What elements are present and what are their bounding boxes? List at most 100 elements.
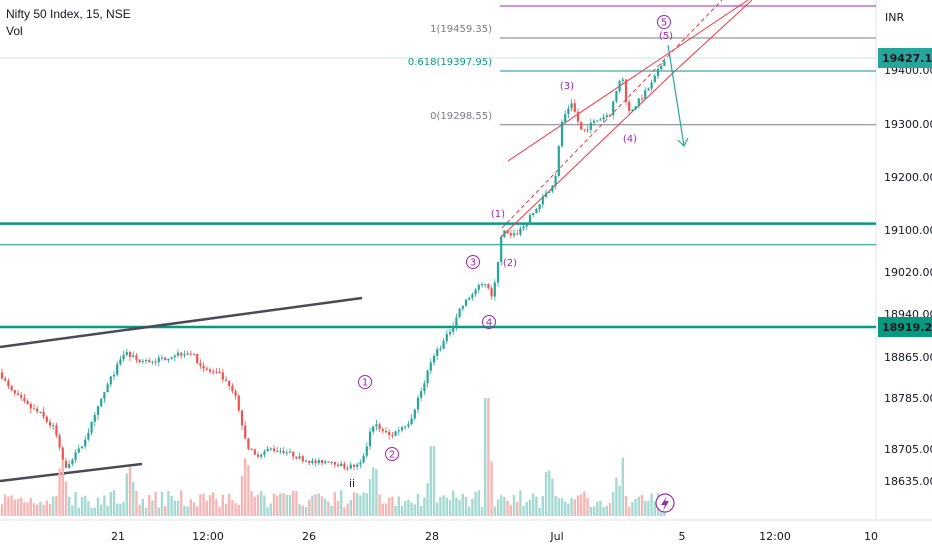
volume-bar <box>532 493 535 516</box>
candle-body <box>221 372 224 380</box>
candles <box>0 59 666 472</box>
candle-body <box>551 185 554 192</box>
candle-body <box>343 463 346 469</box>
volume-bar <box>55 495 58 516</box>
candle-body <box>352 464 356 467</box>
volume-bar <box>20 497 23 516</box>
wave-label-major: (3) <box>560 81 574 92</box>
currency-label: INR <box>885 11 904 24</box>
time-axis-tick: Jul <box>549 530 563 543</box>
volume-bar <box>154 491 157 516</box>
candle-body <box>474 289 477 295</box>
volume-bar <box>317 493 320 516</box>
candle-body <box>135 355 138 360</box>
candle-body <box>61 447 64 461</box>
volume-bar <box>96 497 100 516</box>
candle-body <box>615 91 618 102</box>
candle-body <box>132 355 135 357</box>
candle-body <box>231 385 234 392</box>
volume-bar <box>356 493 359 516</box>
candle-body <box>404 426 407 428</box>
volume-bar <box>621 457 624 516</box>
price-badge <box>878 317 932 337</box>
candle-body <box>58 435 61 448</box>
candle-body <box>423 383 426 392</box>
candle-body <box>160 357 164 359</box>
candle-body <box>276 450 279 452</box>
candle-body <box>442 341 445 349</box>
volume-bar <box>624 495 628 516</box>
volume-bar <box>26 502 29 516</box>
candle-body <box>509 233 512 236</box>
candle-body <box>592 120 596 123</box>
candle-body <box>656 69 660 76</box>
candle-body <box>292 451 295 457</box>
volume-bar <box>151 500 154 516</box>
volume-bar <box>308 499 311 516</box>
wave-label-circle <box>657 15 671 29</box>
price-axis-tick: 19300.00 <box>884 118 932 131</box>
volume-bar <box>439 496 442 516</box>
candle-body <box>164 357 167 361</box>
price-axis-tick: 18635.00 <box>884 475 932 488</box>
volume-bar <box>125 473 128 516</box>
volume-bar <box>48 503 52 516</box>
volume-bar <box>477 490 480 516</box>
candle-body <box>0 372 4 379</box>
volume-bar <box>292 490 295 516</box>
volume-bar <box>516 501 519 516</box>
volume-bar <box>612 492 615 516</box>
volume-bar <box>93 507 96 516</box>
candle-body <box>640 98 644 100</box>
volume-bar <box>109 491 112 516</box>
volume-bar <box>452 490 455 516</box>
volume-bar <box>71 505 74 516</box>
candle-body <box>528 215 532 224</box>
candle-body <box>605 115 608 118</box>
candle-body <box>128 352 132 357</box>
candle-body <box>116 364 119 375</box>
candle-body <box>362 455 365 463</box>
candle-body <box>567 108 570 115</box>
volume-bar <box>455 497 458 516</box>
volume-bar <box>61 459 64 516</box>
candle-body <box>660 65 663 70</box>
candle-body <box>183 354 186 356</box>
wave-label-circle <box>358 375 372 389</box>
volume-bar <box>39 501 42 516</box>
volume-bar <box>186 506 189 516</box>
volume-bar <box>506 500 509 516</box>
candle-body <box>407 424 410 427</box>
candle-body <box>612 101 615 116</box>
candle-body <box>468 297 471 300</box>
volume-bar <box>295 491 298 516</box>
candle-body <box>122 354 125 360</box>
candle-body <box>628 101 631 111</box>
candle-body <box>445 334 448 342</box>
volume-bar <box>218 506 221 516</box>
candle-body <box>618 81 621 92</box>
candle-body <box>26 401 29 404</box>
volume-bar <box>215 499 218 516</box>
price-badge-label: 19427.10 <box>882 52 932 65</box>
volume-bar <box>205 500 208 516</box>
wave-label-circle <box>466 255 480 269</box>
volume-bar <box>468 506 471 516</box>
volume-bar <box>52 496 55 516</box>
volume-bar <box>397 496 400 516</box>
candle-body <box>333 461 336 465</box>
candle-body <box>576 111 580 122</box>
candle-body <box>212 371 215 373</box>
volume-bar <box>141 498 144 516</box>
volume-label[interactable]: Vol <box>6 24 23 38</box>
symbol-title[interactable]: Nifty 50 Index, 15, NSE <box>6 7 131 21</box>
volume-bar <box>596 501 599 516</box>
wave-label-circle <box>385 447 399 461</box>
candle-body <box>519 228 522 235</box>
volume-bar <box>349 499 352 516</box>
volume-bar <box>365 493 368 516</box>
volume-bar <box>29 497 32 516</box>
candle-body <box>487 284 490 289</box>
